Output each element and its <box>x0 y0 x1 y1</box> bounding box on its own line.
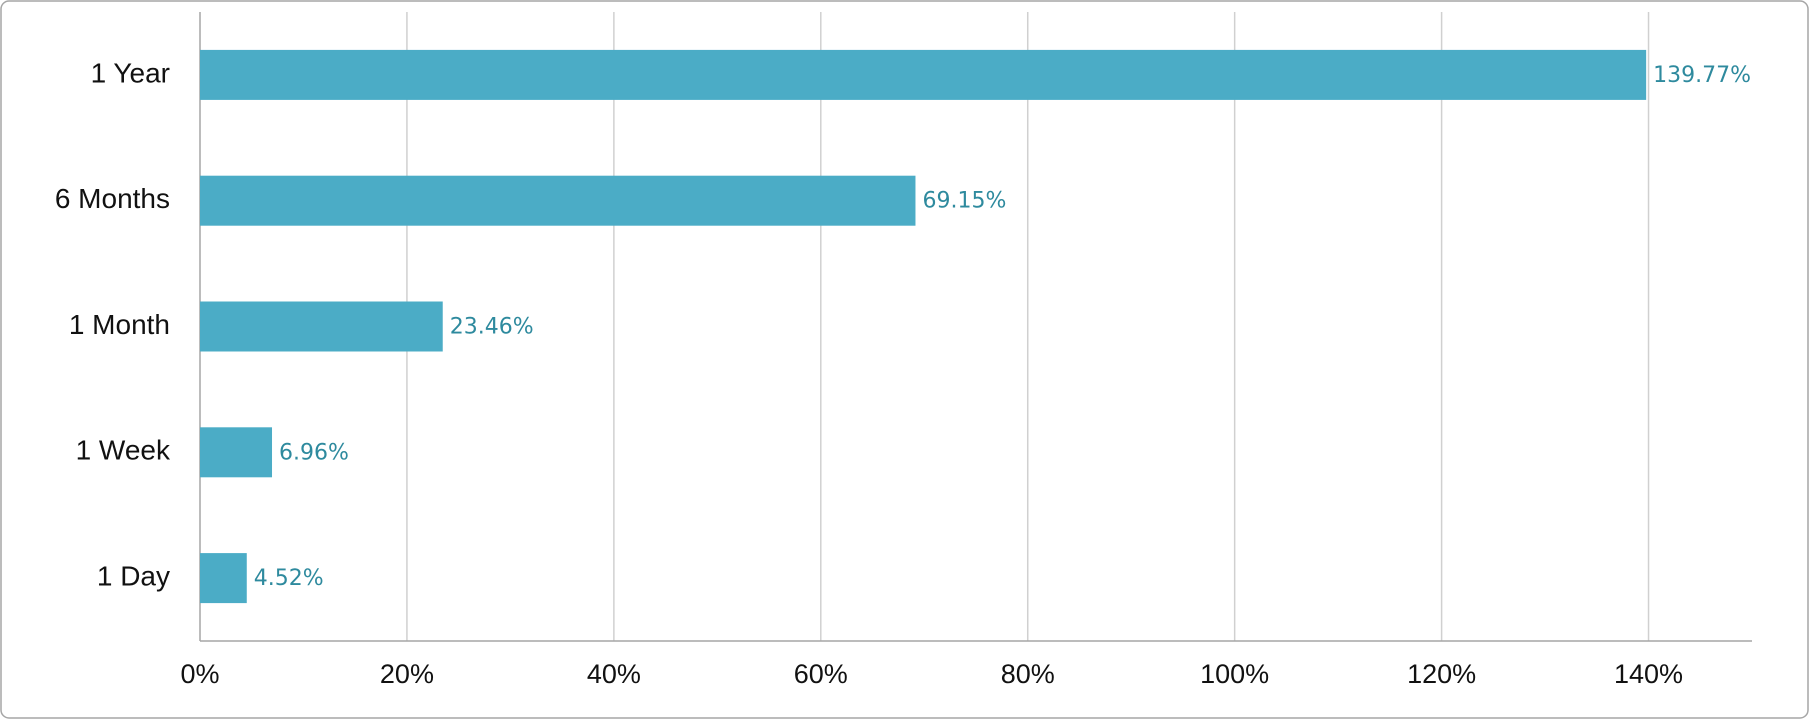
x-tick-label: 0% <box>180 659 219 689</box>
x-tick-label: 40% <box>587 659 641 689</box>
y-tick-label: 6 Months <box>55 183 170 214</box>
y-tick-label: 1 Week <box>76 435 171 466</box>
x-tick-label: 60% <box>794 659 848 689</box>
x-tick-label: 120% <box>1407 659 1476 689</box>
x-tick-label: 80% <box>1001 659 1055 689</box>
x-tick-label: 100% <box>1200 659 1269 689</box>
bar <box>200 427 273 478</box>
y-tick-label: 1 Day <box>97 560 170 591</box>
y-tick-label: 1 Year <box>91 57 170 88</box>
value-label: 69.15% <box>922 189 1006 214</box>
value-label: 139.77% <box>1653 63 1751 88</box>
bar <box>200 301 443 352</box>
value-label: 6.96% <box>279 440 349 465</box>
bar <box>200 175 916 226</box>
value-label: 4.52% <box>254 566 324 591</box>
bar <box>200 49 1647 100</box>
x-tick-label: 20% <box>380 659 434 689</box>
value-label: 23.46% <box>450 315 534 340</box>
bar <box>200 553 247 604</box>
x-tick-label: 140% <box>1614 659 1683 689</box>
y-tick-label: 1 Month <box>69 309 170 340</box>
